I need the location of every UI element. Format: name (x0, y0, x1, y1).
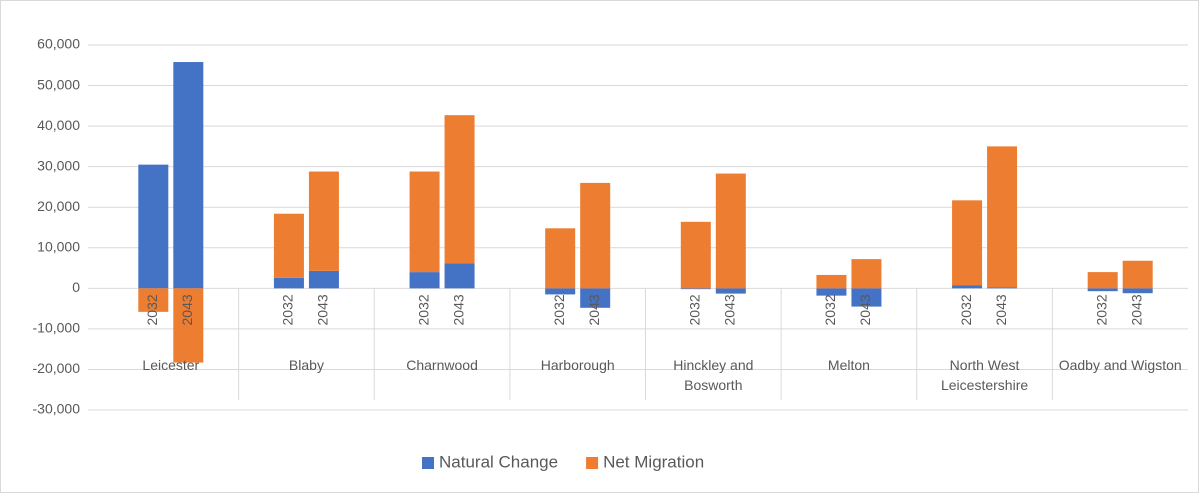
x-tick-label: 2032 (822, 294, 838, 325)
y-tick-label: 20,000 (37, 198, 80, 214)
x-tick-label: 2032 (144, 294, 160, 325)
bar (173, 62, 204, 289)
bar (444, 263, 475, 289)
x-tick-label: 2032 (280, 294, 296, 325)
group-label: Charnwood (406, 357, 478, 373)
bar (1087, 288, 1118, 292)
bar (138, 288, 169, 312)
y-tick-label: 10,000 (37, 238, 80, 254)
bar (715, 288, 746, 294)
y-tick-label: 50,000 (37, 76, 80, 92)
group-label: Leicester (142, 357, 200, 373)
bar (444, 115, 475, 264)
x-tick-label: 2043 (315, 294, 331, 325)
x-tick-label: 2032 (687, 294, 703, 325)
bar (545, 228, 576, 289)
bar (308, 270, 339, 289)
group-label: Melton (827, 357, 870, 373)
bar (580, 288, 611, 308)
bar (715, 173, 746, 289)
bar (409, 171, 440, 273)
bar (952, 200, 983, 286)
bar (1087, 272, 1118, 289)
bar (273, 277, 304, 289)
bar (1122, 260, 1153, 289)
y-tick-label: -20,000 (33, 360, 81, 376)
x-tick-label: 2032 (1093, 294, 1109, 325)
y-tick-label: 40,000 (37, 117, 80, 133)
bar (680, 288, 711, 290)
bar (851, 288, 882, 307)
group-label: Hinckley and Bosworth (673, 357, 754, 393)
bar (816, 274, 847, 289)
legend-label: Natural Change (439, 452, 558, 471)
x-tick-label: 2043 (450, 294, 466, 325)
bar (816, 288, 847, 296)
x-tick-label: 2032 (958, 294, 974, 325)
x-tick-label: 2043 (586, 294, 602, 325)
bar (173, 288, 204, 363)
bar (952, 285, 983, 289)
bar (308, 171, 339, 271)
bar (138, 164, 169, 289)
bar (409, 272, 440, 289)
bar (545, 288, 576, 295)
y-tick-label: 0 (72, 279, 80, 295)
bar (580, 182, 611, 289)
group-label: Harborough (540, 357, 615, 373)
x-tick-label: 2032 (415, 294, 431, 325)
x-tick-label: 2043 (179, 294, 195, 325)
bar (1122, 288, 1153, 294)
group-label: Blaby (288, 357, 324, 373)
bar (273, 213, 304, 278)
legend-label: Net Migration (603, 452, 704, 471)
x-tick-label: 2032 (551, 294, 567, 325)
legend-swatch (422, 457, 434, 469)
x-tick-label: 2043 (1128, 294, 1144, 325)
legend-swatch (586, 457, 599, 469)
y-tick-label: -10,000 (33, 320, 81, 336)
group-label: North West Leicestershire (940, 357, 1029, 393)
x-tick-label: 2043 (722, 294, 738, 325)
bar (851, 259, 882, 289)
bar (680, 221, 711, 289)
bar (987, 287, 1018, 289)
y-tick-label: 30,000 (37, 157, 80, 173)
group-label: Oadby and Wigston (1058, 357, 1182, 373)
y-tick-label: -30,000 (33, 401, 81, 417)
bar (987, 146, 1018, 288)
x-tick-label: 2043 (993, 294, 1009, 325)
x-tick-label: 2043 (857, 294, 873, 325)
y-tick-label: 60,000 (37, 36, 80, 52)
